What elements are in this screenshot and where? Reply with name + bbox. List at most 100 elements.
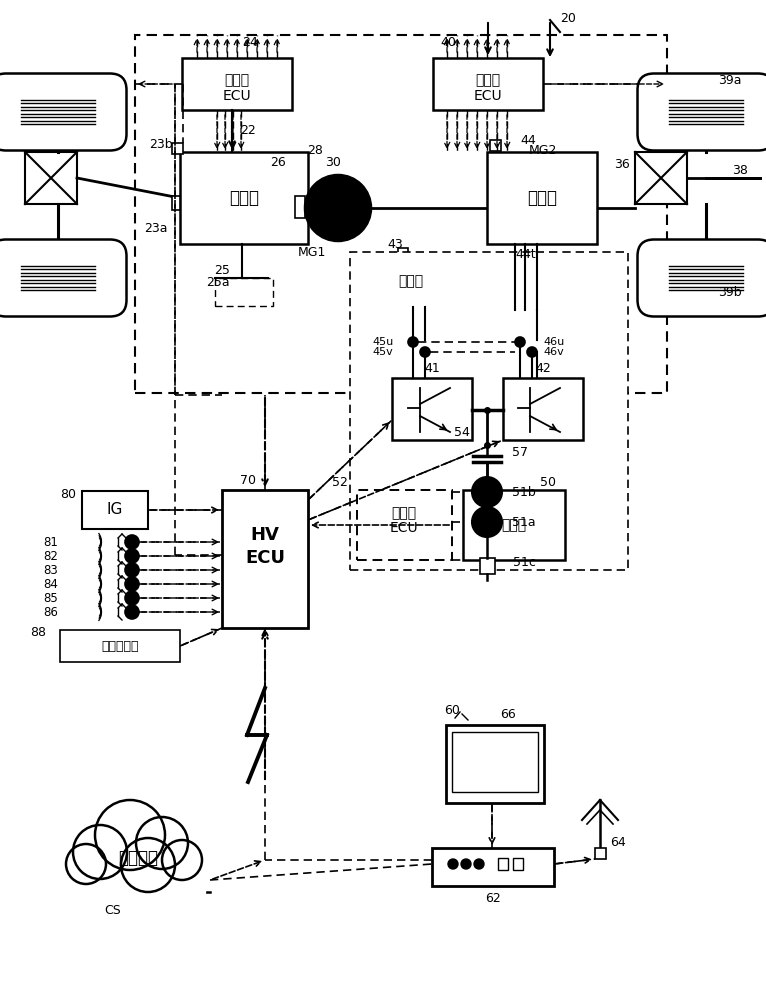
Bar: [357, 490, 452, 560]
Text: 云服务器: 云服务器: [118, 849, 158, 867]
Bar: [513, 858, 523, 870]
Text: 84: 84: [43, 578, 58, 590]
Text: 28: 28: [307, 143, 323, 156]
Text: 81: 81: [43, 536, 58, 548]
Circle shape: [125, 563, 139, 577]
Text: 36: 36: [614, 158, 630, 172]
Circle shape: [125, 549, 139, 563]
Text: 64: 64: [611, 836, 626, 848]
Text: 42: 42: [535, 361, 551, 374]
Text: 44: 44: [520, 133, 536, 146]
Text: 25a: 25a: [206, 276, 230, 290]
Text: 22: 22: [240, 123, 256, 136]
Bar: [452, 732, 538, 792]
Text: 24: 24: [242, 35, 258, 48]
Circle shape: [66, 844, 106, 884]
Text: 51c: 51c: [512, 556, 535, 568]
Circle shape: [73, 825, 127, 879]
Bar: [182, 58, 292, 110]
Bar: [172, 196, 180, 210]
Circle shape: [448, 859, 458, 869]
Text: MG2: MG2: [529, 143, 557, 156]
Circle shape: [125, 535, 139, 549]
Bar: [82, 491, 148, 529]
FancyBboxPatch shape: [0, 239, 126, 316]
Circle shape: [527, 347, 537, 357]
Text: 46u: 46u: [543, 337, 565, 347]
Text: 39a: 39a: [719, 74, 741, 87]
Text: 52: 52: [332, 476, 348, 488]
Text: 51a: 51a: [512, 516, 535, 528]
Circle shape: [125, 605, 139, 619]
Bar: [463, 490, 565, 560]
Text: 50: 50: [540, 476, 556, 488]
Text: ECU: ECU: [245, 549, 285, 567]
Text: 40: 40: [440, 35, 456, 48]
Text: 62: 62: [485, 892, 501, 904]
Text: ECU: ECU: [390, 521, 418, 535]
Circle shape: [121, 838, 175, 892]
Text: 38: 38: [732, 163, 748, 176]
Text: A: A: [482, 486, 492, 498]
Text: HV: HV: [250, 526, 280, 544]
Bar: [392, 378, 472, 440]
Bar: [433, 58, 543, 110]
Text: ECU: ECU: [473, 89, 502, 103]
Text: 30: 30: [325, 155, 341, 168]
Bar: [180, 152, 308, 244]
Bar: [135, 35, 667, 393]
Text: V: V: [482, 516, 492, 528]
Text: 45u: 45u: [372, 337, 394, 347]
Bar: [446, 725, 544, 803]
Bar: [487, 152, 597, 244]
Text: 39b: 39b: [719, 286, 741, 298]
Bar: [398, 248, 408, 258]
Circle shape: [472, 507, 502, 537]
Text: 70: 70: [240, 474, 256, 487]
Text: 44t: 44t: [516, 248, 536, 261]
Text: 23a: 23a: [145, 222, 168, 234]
Text: 发动机: 发动机: [229, 189, 259, 207]
Bar: [635, 152, 687, 204]
Bar: [215, 278, 273, 306]
Text: ECU: ECU: [223, 89, 251, 103]
Text: 电动机: 电动机: [398, 274, 424, 288]
Text: 51b: 51b: [512, 486, 536, 498]
Text: CS: CS: [105, 904, 121, 916]
FancyBboxPatch shape: [0, 74, 126, 150]
Bar: [498, 858, 508, 870]
Circle shape: [95, 800, 165, 870]
Text: 20: 20: [560, 11, 576, 24]
Text: 电动机: 电动机: [527, 189, 557, 207]
Text: MG1: MG1: [298, 245, 326, 258]
Text: 85: 85: [43, 591, 58, 604]
Text: 80: 80: [60, 488, 76, 500]
Circle shape: [420, 347, 430, 357]
Text: 25: 25: [214, 263, 230, 276]
Bar: [222, 490, 308, 628]
Text: IG: IG: [106, 502, 123, 518]
Circle shape: [305, 175, 371, 241]
Circle shape: [162, 840, 202, 880]
Text: 43: 43: [387, 237, 403, 250]
Bar: [363, 255, 460, 307]
Bar: [480, 558, 495, 574]
Circle shape: [472, 477, 502, 507]
Text: 46v: 46v: [544, 347, 565, 357]
Circle shape: [474, 859, 484, 869]
Circle shape: [339, 194, 367, 222]
Bar: [350, 252, 628, 570]
Bar: [595, 848, 606, 859]
FancyBboxPatch shape: [637, 239, 766, 316]
Circle shape: [136, 817, 188, 869]
Text: 蓄电池: 蓄电池: [391, 506, 417, 520]
Text: 82: 82: [43, 550, 58, 562]
Bar: [60, 630, 180, 662]
Circle shape: [461, 859, 471, 869]
Text: 发动机: 发动机: [224, 73, 250, 87]
Text: 26: 26: [270, 155, 286, 168]
Bar: [75, 865, 205, 893]
Text: 54: 54: [454, 426, 470, 438]
Text: 88: 88: [30, 626, 46, 639]
Text: 电动机: 电动机: [476, 73, 500, 87]
